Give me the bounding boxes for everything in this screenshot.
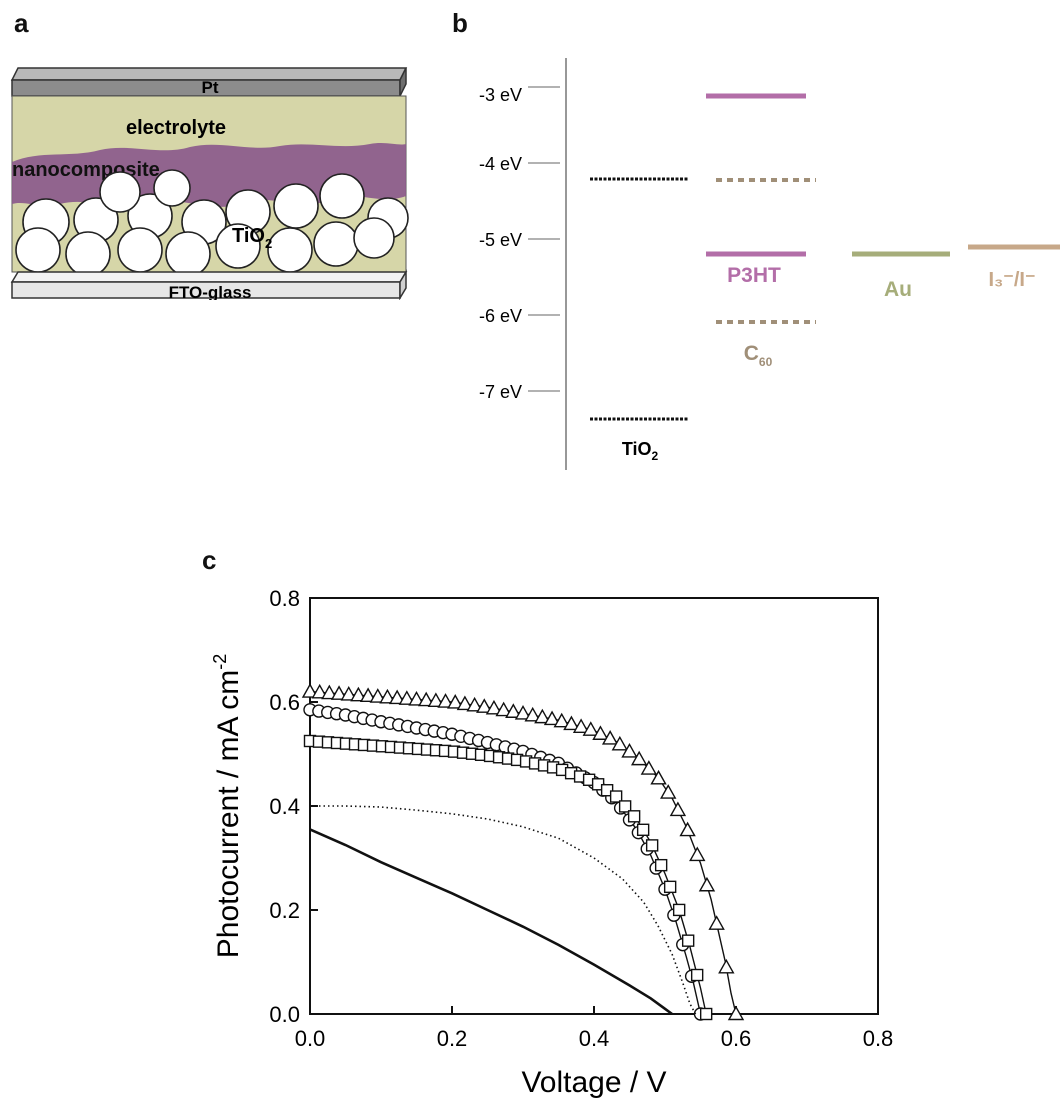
data-point-triangle xyxy=(698,876,716,892)
data-point-square xyxy=(600,784,614,797)
axis-ticks: 0.0 0.2 0.4 0.6 0.8 0.0 0.2 0.4 0.6 0.8 xyxy=(269,586,893,1051)
data-point-triangle xyxy=(466,696,483,712)
data-point-triangle xyxy=(553,712,570,728)
data-point-square xyxy=(672,903,686,917)
fto-label: FTO-glass xyxy=(169,283,252,300)
data-point-square xyxy=(663,880,677,894)
data-point-triangle xyxy=(563,715,580,731)
tick-label-minus7: -7 eV xyxy=(479,382,522,402)
y-tick-label: 0.8 xyxy=(269,586,300,611)
plot-frame xyxy=(309,597,879,1015)
p3ht-label: P3HT xyxy=(727,264,781,287)
data-point-triangle xyxy=(495,701,512,717)
pt-electrode xyxy=(10,67,408,97)
tick-label-minus4: -4 eV xyxy=(479,154,522,174)
data-point-triangle xyxy=(301,683,319,698)
data-point-triangle xyxy=(543,710,561,726)
data-series xyxy=(301,683,745,1021)
data-point-triangle xyxy=(660,784,677,799)
x-tick-label: 0.2 xyxy=(437,1026,468,1051)
data-point-triangle xyxy=(408,690,425,706)
data-point-square xyxy=(627,810,641,823)
panel-letter-c: c xyxy=(202,545,217,575)
data-point-triangle xyxy=(321,684,338,700)
y-axis-label: Photocurrent / mA cm-2 xyxy=(210,654,245,958)
energy-ticks xyxy=(528,86,560,392)
series-line-solid-thick xyxy=(309,828,673,1016)
data-point-triangle xyxy=(592,725,609,740)
data-point-triangle xyxy=(417,691,435,707)
data-point-triangle xyxy=(437,693,454,708)
device-schematic: Pt electrolyte nanocomposite TiO2 FTO-gl… xyxy=(10,67,409,300)
tio2-label-b: TiO2 xyxy=(622,439,659,463)
data-point-square xyxy=(645,839,659,852)
x-tick-label: 0.4 xyxy=(579,1026,610,1051)
data-point-triangle xyxy=(369,688,386,703)
data-point-triangle xyxy=(708,915,725,930)
data-point-triangle xyxy=(427,692,445,708)
data-point-triangle xyxy=(689,846,706,862)
data-point-triangle xyxy=(447,694,464,709)
y-tick-label: 0.6 xyxy=(269,690,300,715)
data-point-triangle xyxy=(718,958,735,974)
data-point-triangle xyxy=(340,686,357,701)
data-point-triangle xyxy=(630,750,648,766)
data-point-triangle xyxy=(650,769,667,785)
data-point-triangle xyxy=(350,686,367,702)
tick-label-minus3: -3 eV xyxy=(479,85,522,105)
data-point-triangle xyxy=(505,703,522,718)
data-point-triangle xyxy=(534,708,551,724)
data-point-triangle xyxy=(388,689,406,705)
data-point-triangle xyxy=(476,698,493,713)
data-point-triangle xyxy=(485,699,503,715)
y-tick-label: 0.2 xyxy=(269,898,300,923)
data-point-square xyxy=(636,823,650,836)
data-point-triangle xyxy=(679,821,696,837)
data-point-triangle xyxy=(359,687,377,703)
data-point-triangle xyxy=(572,718,590,734)
data-point-square xyxy=(699,1007,713,1021)
fto-glass-substrate xyxy=(10,269,408,300)
electrolyte-label: electrolyte xyxy=(126,117,226,139)
data-point-square xyxy=(681,934,695,947)
data-point-square xyxy=(654,858,668,872)
panel-letter-b: b xyxy=(452,8,468,38)
data-point-square xyxy=(618,800,632,813)
data-point-triangle xyxy=(611,735,629,751)
data-point-triangle xyxy=(456,695,474,711)
au-label: Au xyxy=(884,278,912,301)
redox-label: I₃⁻/I⁻ xyxy=(988,269,1035,291)
data-point-triangle xyxy=(311,683,328,699)
x-axis-label: Voltage / V xyxy=(521,1066,666,1099)
data-point-triangle xyxy=(330,685,348,700)
data-point-square xyxy=(609,790,623,803)
panel-letter-a: a xyxy=(14,8,29,38)
data-point-triangle xyxy=(727,1005,745,1021)
energy-diagram: -3 eV -4 eV -5 eV -6 eV -7 eV TiO2 P3HT … xyxy=(479,58,1060,470)
tio2-nanoparticles xyxy=(15,169,409,277)
x-tick-label: 0.0 xyxy=(295,1026,326,1051)
y-tick-label: 0.0 xyxy=(269,1002,300,1027)
data-point-triangle xyxy=(669,801,687,817)
data-point-square xyxy=(690,968,704,982)
pt-label: Pt xyxy=(202,78,219,97)
tick-label-minus6: -6 eV xyxy=(479,306,522,326)
data-point-triangle xyxy=(379,688,396,704)
tick-label-minus5: -5 eV xyxy=(479,230,522,250)
tio2-label-a: TiO2 xyxy=(232,225,272,251)
data-point-triangle xyxy=(640,760,658,775)
data-point-triangle xyxy=(398,690,416,705)
x-tick-label: 0.6 xyxy=(721,1026,752,1051)
series-line-square xyxy=(309,740,707,1015)
x-tick-label: 0.8 xyxy=(863,1026,894,1051)
data-point-triangle xyxy=(601,730,619,745)
c60-label: C60 xyxy=(744,342,773,369)
data-point-triangle xyxy=(514,705,532,720)
data-point-triangle xyxy=(582,721,599,736)
data-point-triangle xyxy=(524,706,541,722)
y-tick-label: 0.4 xyxy=(269,794,300,819)
data-point-triangle xyxy=(621,742,638,758)
